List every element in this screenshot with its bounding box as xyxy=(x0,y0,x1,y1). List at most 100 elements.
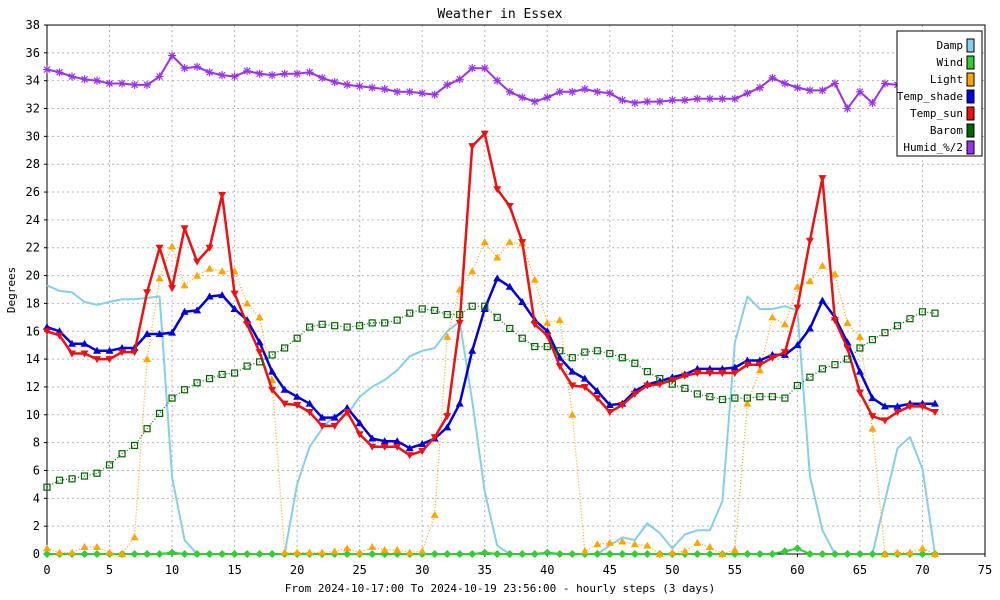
data-point xyxy=(80,543,89,551)
data-point xyxy=(480,64,489,73)
x-tick-label: 55 xyxy=(728,563,742,577)
data-point xyxy=(593,395,602,403)
data-point xyxy=(193,550,202,558)
data-point xyxy=(893,409,902,417)
data-point xyxy=(605,538,614,546)
data-point xyxy=(518,334,526,342)
data-point xyxy=(706,393,714,401)
data-point xyxy=(818,86,827,95)
x-tick-label: 30 xyxy=(415,563,429,577)
data-point xyxy=(368,443,377,451)
data-point xyxy=(718,395,726,404)
data-point xyxy=(381,319,389,327)
data-point xyxy=(205,374,214,383)
data-point xyxy=(455,550,464,558)
data-point xyxy=(580,374,589,382)
data-point xyxy=(380,437,389,445)
data-point xyxy=(493,76,502,85)
data-point xyxy=(705,370,714,378)
data-point xyxy=(781,394,789,402)
data-point xyxy=(393,87,402,96)
data-point xyxy=(668,376,677,384)
x-tick-label: 15 xyxy=(227,563,241,577)
data-point xyxy=(130,533,139,541)
data-point xyxy=(205,244,214,252)
data-point xyxy=(255,550,264,558)
data-point xyxy=(468,143,477,151)
data-point xyxy=(155,244,164,252)
data-point xyxy=(268,550,277,558)
data-point xyxy=(118,349,127,357)
data-point xyxy=(330,413,339,421)
data-point xyxy=(168,394,176,402)
data-point xyxy=(230,290,239,298)
legend-swatch xyxy=(966,72,975,87)
data-point xyxy=(55,548,64,556)
data-point xyxy=(43,550,51,558)
data-point xyxy=(218,267,227,275)
data-point xyxy=(293,69,302,78)
y-tick-label: 2 xyxy=(33,519,40,533)
legend-label: Temp_shade xyxy=(897,90,963,103)
data-point xyxy=(93,543,102,551)
data-point xyxy=(668,380,676,388)
data-point xyxy=(205,550,214,558)
data-point xyxy=(855,367,864,375)
data-point xyxy=(205,68,214,77)
data-point xyxy=(418,89,427,98)
data-point xyxy=(180,225,189,233)
data-point xyxy=(593,87,602,96)
data-point xyxy=(880,417,889,425)
data-point xyxy=(680,372,689,380)
data-point xyxy=(693,94,702,103)
series-temp-sun xyxy=(43,130,939,460)
data-point xyxy=(555,87,564,96)
data-point xyxy=(530,275,539,283)
data-point xyxy=(593,550,602,558)
data-point xyxy=(568,354,576,362)
data-point xyxy=(430,434,439,442)
y-tick-label: 16 xyxy=(26,324,40,338)
y-tick-label: 38 xyxy=(26,18,40,32)
data-point xyxy=(180,550,189,558)
data-point xyxy=(868,550,877,558)
data-point xyxy=(180,281,189,289)
data-point xyxy=(843,344,852,352)
data-point xyxy=(793,83,802,92)
data-point xyxy=(793,381,802,390)
data-point xyxy=(630,540,639,548)
x-tick-label: 40 xyxy=(540,563,554,577)
data-point xyxy=(805,324,814,332)
data-point xyxy=(493,550,502,558)
data-point xyxy=(155,274,164,282)
data-point xyxy=(168,328,177,336)
data-point xyxy=(593,540,602,548)
data-point xyxy=(755,83,764,92)
data-point xyxy=(380,545,389,553)
data-point xyxy=(505,282,514,290)
data-point xyxy=(68,339,77,347)
data-point xyxy=(731,394,739,402)
data-point xyxy=(906,315,914,323)
data-point xyxy=(443,413,452,421)
data-point xyxy=(868,98,877,107)
data-point xyxy=(780,349,789,357)
legend-label: Light xyxy=(930,73,963,86)
data-point xyxy=(418,305,426,313)
data-point xyxy=(918,403,927,411)
y-tick-label: 30 xyxy=(26,129,40,143)
legend-swatch xyxy=(966,140,975,155)
data-point xyxy=(730,94,739,103)
data-point xyxy=(368,550,377,558)
data-point xyxy=(818,175,827,183)
data-point xyxy=(843,355,852,363)
data-point xyxy=(705,550,714,558)
data-point xyxy=(868,336,877,344)
data-point xyxy=(355,419,364,427)
data-point xyxy=(443,423,452,431)
y-tick-label: 10 xyxy=(26,408,40,422)
data-point xyxy=(280,385,289,393)
data-point xyxy=(293,392,302,400)
x-tick-label: 45 xyxy=(603,563,617,577)
data-point xyxy=(218,291,227,299)
